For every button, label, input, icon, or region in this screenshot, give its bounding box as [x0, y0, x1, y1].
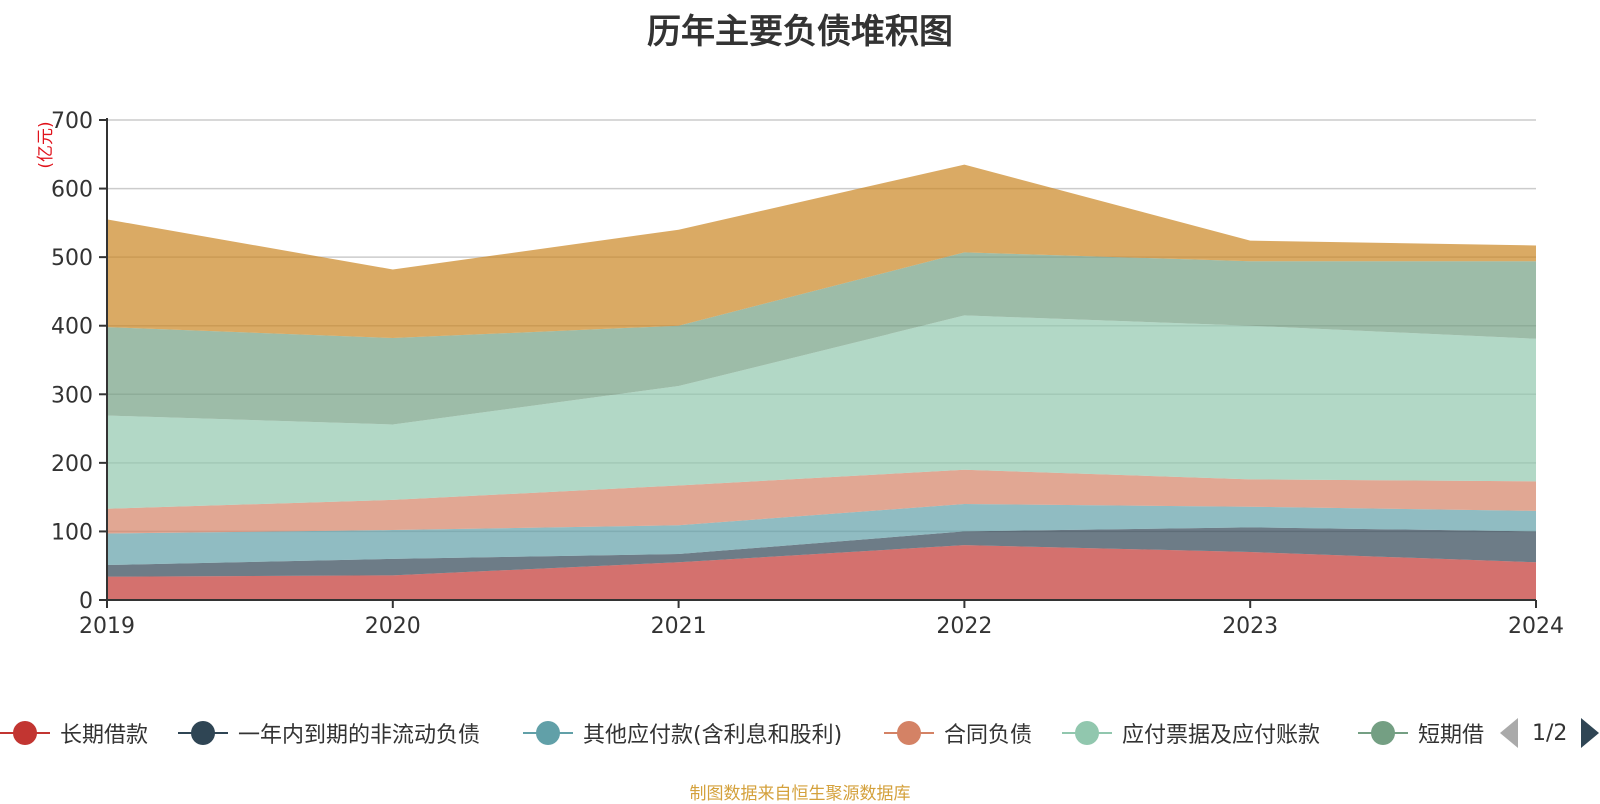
- area-series-1: [107, 527, 1536, 577]
- legend-label: 合同负债: [944, 723, 1033, 748]
- legend-item[interactable]: 其他应付款(含利息和股利): [523, 715, 842, 751]
- legend-marker-icon: [523, 715, 573, 751]
- legend-prev-page-icon[interactable]: [1500, 718, 1518, 748]
- y-tick-label: 400: [51, 315, 93, 340]
- x-tick-label: 2021: [651, 614, 707, 639]
- legend-label: 应付票据及应付账款: [1122, 723, 1321, 748]
- legend-label: 长期借款: [60, 723, 149, 748]
- area-series-group: [107, 164, 1536, 600]
- legend-item[interactable]: 应付票据及应付账款: [1062, 715, 1320, 751]
- legend-item[interactable]: 合同负债: [884, 715, 1032, 751]
- legend: 长期借款 一年内到期的非流动负债 其他应付款(含利息和股利) 合同负债 应付票据及应付账…: [0, 715, 1600, 751]
- legend-label: 其他应付款(含利息和股利): [583, 723, 843, 748]
- area-series-6: [107, 164, 1536, 339]
- y-tick-label: 100: [51, 520, 93, 545]
- area-series-5: [107, 252, 1536, 425]
- y-tick-label: 200: [51, 452, 93, 477]
- legend-item[interactable]: 短期借: [1358, 715, 1484, 751]
- legend-page-indicator: 1/2: [1532, 720, 1568, 746]
- x-tick-label: 2020: [365, 614, 421, 639]
- legend-label: 一年内到期的非流动负债: [238, 723, 481, 748]
- legend-item[interactable]: 长期借款: [0, 715, 148, 751]
- legend-marker-icon: [1062, 715, 1112, 751]
- legend-label: 短期借: [1418, 723, 1485, 748]
- area-series-0: [107, 545, 1536, 600]
- x-tick-label: 2019: [79, 614, 135, 639]
- legend-item[interactable]: 一年内到期的非流动负债: [178, 715, 480, 751]
- y-tick-label: 700: [51, 109, 93, 134]
- y-tick-label: 500: [51, 246, 93, 271]
- legend-marker-icon: [178, 715, 228, 751]
- area-series-2: [107, 504, 1536, 566]
- legend-pager: 1/2: [1500, 717, 1600, 749]
- area-series-3: [107, 469, 1536, 534]
- y-tick-label: 0: [79, 589, 93, 614]
- legend-marker-icon: [1358, 715, 1408, 751]
- y-axis-unit-label: (亿元): [36, 121, 56, 168]
- chart-title: 历年主要负债堆积图: [647, 12, 953, 52]
- area-series-4: [107, 315, 1536, 509]
- x-tick-label: 2024: [1508, 614, 1564, 639]
- x-tick-label: 2022: [936, 614, 992, 639]
- y-tick-label: 300: [51, 383, 93, 408]
- legend-marker-icon: [884, 715, 934, 751]
- legend-next-page-icon[interactable]: [1581, 718, 1600, 748]
- x-tick-label: 2023: [1222, 614, 1278, 639]
- y-tick-label: 600: [51, 178, 93, 203]
- axes: 0 100 200 300 400 500 600 700 2019 2020 2021 2022 20…: [51, 109, 1564, 639]
- data-source-note: 制图数据来自恒生聚源数据库: [689, 784, 911, 804]
- legend-marker-icon: [0, 715, 50, 751]
